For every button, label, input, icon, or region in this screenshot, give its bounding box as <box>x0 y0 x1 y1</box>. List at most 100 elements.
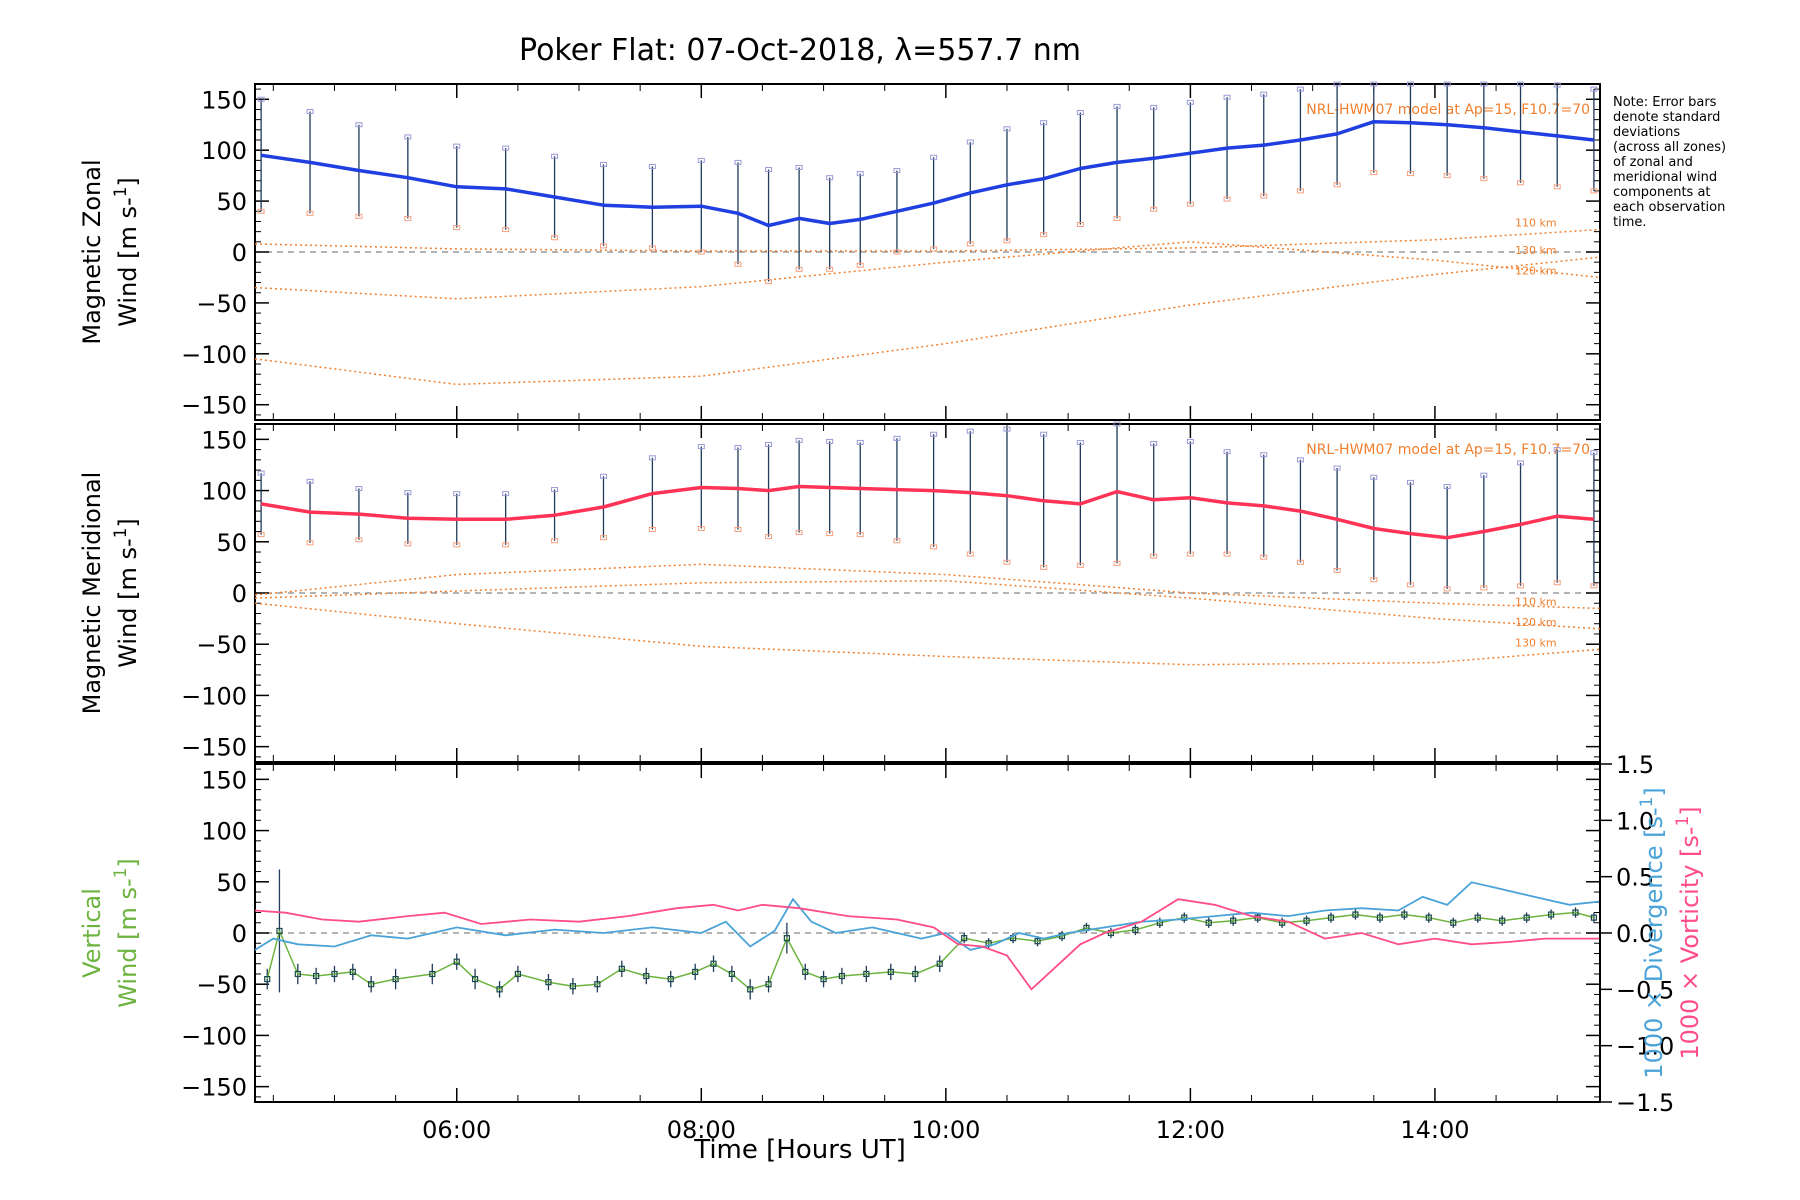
zone-point <box>795 164 803 170</box>
zone-point <box>453 491 461 497</box>
zone-point <box>966 428 974 434</box>
zone-point <box>1443 483 1451 489</box>
model-line-110km <box>254 228 1601 252</box>
zone-point <box>502 491 510 497</box>
zone-point <box>648 526 656 532</box>
data-point <box>1590 914 1597 921</box>
data-point <box>349 968 356 976</box>
zone-point <box>551 153 559 159</box>
zone-point <box>1590 450 1598 456</box>
zone-point <box>1553 580 1561 586</box>
zone-point <box>826 175 834 181</box>
data-point <box>728 970 735 978</box>
zone-point <box>1076 562 1084 568</box>
zone-point <box>734 159 742 165</box>
data-point <box>264 975 271 983</box>
zone-point <box>1113 215 1121 221</box>
zone-point <box>1406 479 1414 485</box>
zone-point <box>1113 560 1121 566</box>
zone-point <box>551 538 559 544</box>
data-point <box>1230 917 1237 924</box>
data-point <box>1572 909 1579 916</box>
zone-point <box>1260 193 1268 199</box>
right-y-tick-label: −1.5 <box>1616 1089 1674 1117</box>
zone-point <box>1480 472 1488 478</box>
series-zonal <box>260 119 1595 228</box>
zone-point <box>1223 94 1231 100</box>
data-point <box>667 975 674 983</box>
zone-point <box>697 444 705 450</box>
zone-point <box>1186 201 1194 207</box>
data-point <box>820 975 827 983</box>
zone-point <box>355 122 363 128</box>
zone-point <box>765 441 773 447</box>
x-tick-label: 10:00 <box>911 1116 980 1144</box>
series-meridional <box>260 484 1595 540</box>
y-axis-label: Wind [m s-1] <box>110 858 142 1008</box>
zone-point <box>1150 440 1158 446</box>
data-point <box>802 968 809 976</box>
model-line-label: 110 km <box>1515 595 1557 608</box>
zone-point <box>1333 567 1341 573</box>
zone-point <box>1296 457 1304 463</box>
zone-point <box>826 438 834 444</box>
zone-point <box>1150 206 1158 212</box>
zone-point <box>1260 452 1268 458</box>
zone-point <box>306 540 314 546</box>
y-tick-label: −100 <box>181 1022 247 1050</box>
zone-point <box>1333 81 1341 87</box>
zone-point <box>1517 460 1525 466</box>
y-tick-label: 50 <box>216 529 247 557</box>
data-point <box>765 981 772 988</box>
zone-point <box>1406 582 1414 588</box>
data-point <box>1376 914 1384 921</box>
zone-point <box>893 168 901 174</box>
y-tick-label: −150 <box>181 734 247 762</box>
data-point <box>692 968 699 976</box>
zone-point <box>930 431 938 437</box>
panel-vertical: −150 −100 −50 0 50 100 150 06:00 08:00 10:00 12:00… <box>78 751 1704 1144</box>
y-tick-label: −150 <box>181 392 247 420</box>
data-point <box>783 935 790 942</box>
zone-point <box>856 532 864 538</box>
zone-point <box>856 262 864 268</box>
zone-point <box>697 525 705 531</box>
model-line-label: 120 km <box>1515 264 1557 277</box>
model-line-label: 130 km <box>1515 244 1557 257</box>
data-point <box>1474 914 1481 921</box>
zone-point <box>1223 449 1231 455</box>
zone-point <box>856 439 864 445</box>
zone-point <box>404 541 412 547</box>
chart-title: Poker Flat: 07-Oct-2018, λ=557.7 nm <box>519 33 1081 68</box>
data-point <box>594 981 601 988</box>
zone-point <box>734 261 742 267</box>
zone-point <box>1406 81 1414 87</box>
model-label: NRL-HWM07 model at Ap=15, F10.7=70 <box>1306 442 1590 458</box>
zone-point <box>1113 103 1121 109</box>
zone-point <box>404 134 412 140</box>
data-point <box>313 972 320 980</box>
note-line: meridional wind <box>1613 170 1717 185</box>
zone-point <box>1296 188 1304 194</box>
zone-point <box>1443 586 1451 592</box>
zone-point <box>648 163 656 169</box>
vorticity-axis-label: 1000 × Vorticity [s-1] <box>1672 806 1704 1059</box>
y-axis-label: Magnetic Meridional <box>78 472 106 715</box>
zone-point <box>306 108 314 114</box>
zone-point <box>1517 583 1525 589</box>
zone-point <box>1370 577 1378 583</box>
zone-point <box>502 145 510 151</box>
zone-point <box>1406 171 1414 177</box>
zone-point <box>1040 431 1048 437</box>
zone-point <box>1296 86 1304 92</box>
y-tick-label: 100 <box>201 478 247 506</box>
zone-point <box>1443 173 1451 179</box>
zone-point <box>404 490 412 496</box>
zone-point <box>966 241 974 247</box>
zone-point <box>404 215 412 221</box>
data-point <box>392 975 399 983</box>
right-y-tick-label: 0.5 <box>1616 864 1654 892</box>
y-tick-label: 150 <box>201 86 247 114</box>
model-line-120km <box>254 579 1601 630</box>
zone-point <box>734 445 742 451</box>
